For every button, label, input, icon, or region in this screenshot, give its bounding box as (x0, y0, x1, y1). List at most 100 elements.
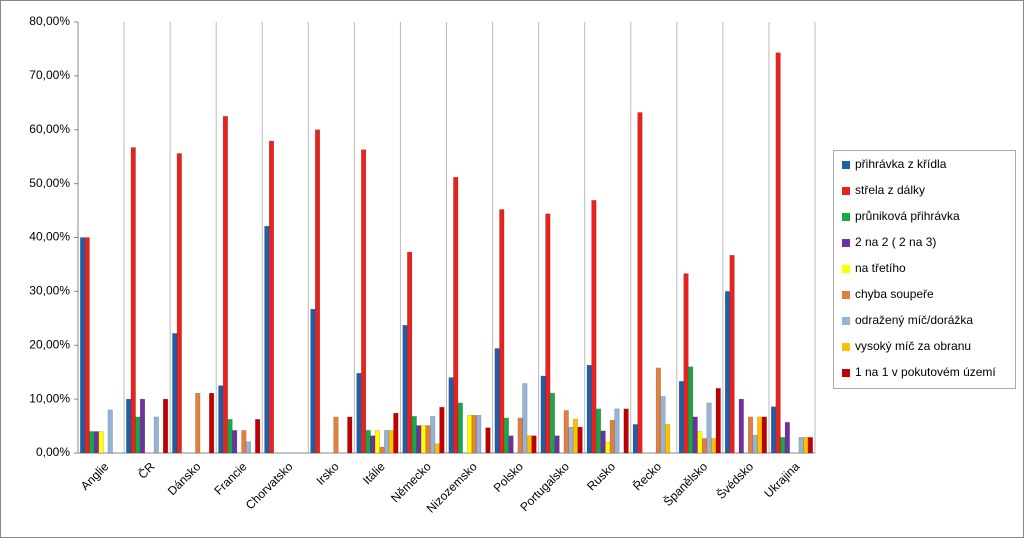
bar (665, 424, 671, 454)
bar (549, 392, 555, 454)
bar (384, 430, 390, 454)
legend-swatch (842, 291, 850, 299)
bar (595, 408, 602, 454)
bar (471, 415, 477, 454)
bar (209, 392, 215, 454)
bar (807, 437, 813, 454)
y-tick-label: 50,00% (29, 176, 70, 190)
bar (107, 409, 113, 454)
bar (586, 364, 592, 454)
bar (195, 392, 201, 454)
bar (683, 273, 689, 454)
bar (517, 417, 523, 454)
bar (803, 437, 809, 454)
bar (697, 431, 703, 454)
bar (747, 416, 754, 454)
bar (508, 435, 514, 454)
bar (420, 425, 427, 454)
bar (738, 398, 744, 454)
bar (218, 385, 224, 454)
bar (425, 425, 431, 454)
bar (572, 418, 579, 454)
bar (93, 431, 99, 454)
bar (494, 348, 500, 454)
bar (393, 412, 399, 454)
bar (688, 366, 694, 454)
bar (84, 237, 90, 454)
y-tick-label: 40,00% (29, 230, 70, 244)
bar (798, 437, 804, 454)
bar (540, 375, 546, 454)
bar (632, 424, 638, 454)
bar (232, 430, 238, 454)
bar (485, 427, 491, 454)
bar (724, 291, 731, 454)
y-tick-label: 30,00% (29, 284, 70, 298)
bar (176, 153, 182, 454)
bar (98, 431, 104, 454)
bar (476, 415, 482, 454)
bar (333, 416, 339, 454)
bar (347, 416, 353, 454)
bar (623, 408, 629, 454)
bar (439, 406, 445, 454)
y-tick-label: 60,00% (29, 122, 70, 136)
bar (430, 416, 436, 454)
bar (770, 406, 777, 454)
legend-swatch (842, 317, 850, 325)
bar (388, 430, 394, 454)
legend-swatch (842, 161, 850, 169)
legend-label: střela z dálky (855, 183, 925, 197)
legend-swatch (842, 239, 850, 247)
bar (761, 416, 767, 454)
bar (692, 416, 698, 454)
bar (605, 441, 611, 454)
legend-label: vysoký míč za obranu (855, 339, 971, 353)
bar (130, 147, 136, 454)
legend-swatch (842, 213, 850, 221)
bar (356, 373, 362, 454)
legend-label: 2 na 2 ( 2 na 3) (855, 235, 936, 249)
bar (780, 437, 786, 454)
bar (89, 431, 95, 454)
legend-swatch (842, 343, 850, 351)
bar (374, 430, 380, 454)
bar (655, 367, 661, 454)
legend-label: přihrávka z křídla (855, 157, 947, 171)
y-tick-label: 20,00% (29, 337, 70, 351)
bar (126, 398, 132, 454)
bar (135, 416, 141, 454)
bar (264, 225, 270, 454)
bar (729, 255, 735, 454)
bar (526, 435, 532, 454)
bar (701, 438, 708, 454)
legend-label: chyba soupeře (855, 287, 934, 301)
bar (554, 435, 560, 454)
bar (379, 446, 385, 454)
bar (411, 416, 417, 454)
bar (757, 416, 763, 454)
bar (609, 419, 615, 454)
bar (499, 209, 505, 454)
bar (310, 308, 316, 454)
bar (711, 438, 717, 454)
legend-label: na třetího (855, 261, 906, 275)
bar (416, 425, 422, 454)
bar (268, 140, 275, 454)
bar (568, 426, 574, 454)
bar (241, 430, 247, 454)
bar (370, 435, 376, 454)
bar (139, 398, 146, 454)
legend-label: odražený míč/dorážka (855, 313, 973, 327)
bar (255, 419, 261, 454)
bar (453, 176, 459, 454)
bar (466, 415, 473, 454)
bar (222, 116, 228, 454)
legend-label: průniková přihrávka (855, 209, 960, 223)
bar (775, 52, 781, 454)
bar (448, 377, 454, 454)
bar (784, 422, 790, 454)
bar (563, 410, 569, 454)
bar (434, 443, 440, 454)
